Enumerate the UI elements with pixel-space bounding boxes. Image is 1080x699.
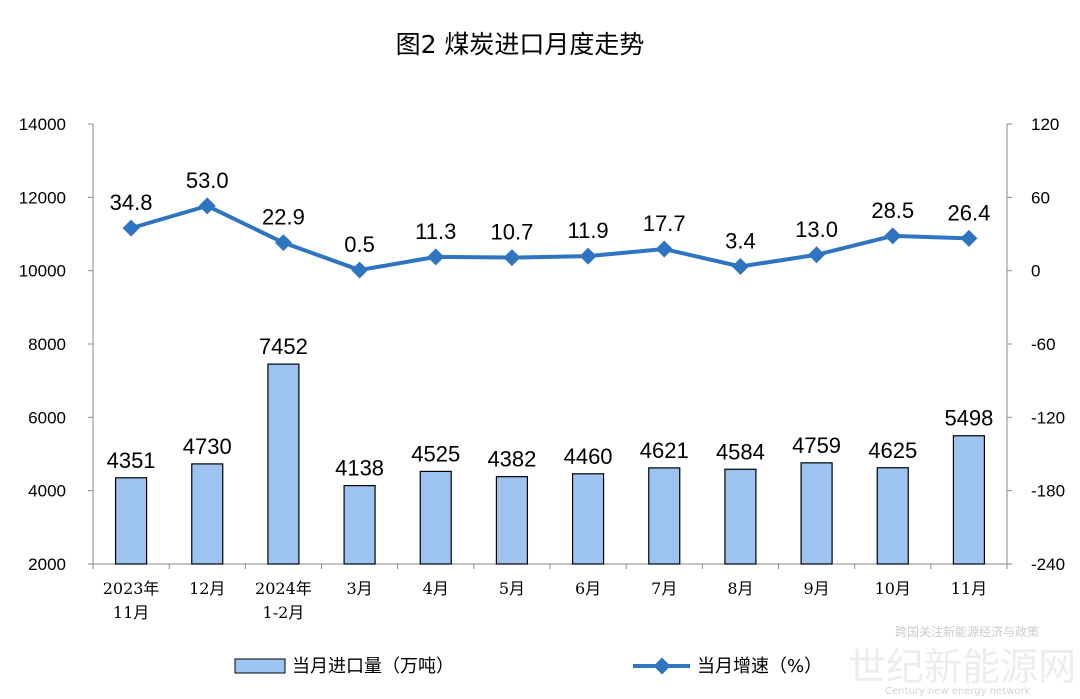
watermark-top-text: 跨国关注新能源经济与政策	[895, 624, 1039, 639]
x-tick-label: 6月	[575, 579, 601, 598]
bar-value-label: 5498	[944, 406, 993, 431]
line-value-label: 3.4	[725, 229, 756, 254]
line-marker	[808, 246, 826, 264]
left-tick-label: 4000	[28, 482, 66, 501]
right-tick-label: 0	[1031, 262, 1040, 281]
x-tick-label: 11月	[951, 579, 987, 598]
left-tick-label: 10000	[19, 262, 66, 281]
bar	[343, 485, 376, 565]
line-value-label: 28.5	[871, 198, 914, 223]
line-marker	[198, 197, 216, 215]
x-tick-label: 10月	[875, 579, 911, 598]
x-tick-label: 8月	[727, 579, 753, 598]
bar	[648, 467, 681, 565]
bar-value-label: 4382	[487, 447, 536, 472]
bar	[267, 363, 300, 565]
bar-series	[114, 363, 986, 565]
line-value-label: 17.7	[643, 211, 686, 236]
line-value-label: 22.9	[262, 205, 305, 230]
line-value-label: 11.3	[415, 219, 456, 244]
line-value-label: 13.0	[795, 217, 838, 242]
watermark: 跨国关注新能源经济与政策 世纪新能源网 Century new energy n…	[848, 624, 1076, 697]
legend-bar-swatch	[234, 658, 286, 674]
bar	[724, 468, 757, 565]
x-tick-label: 5月	[499, 579, 525, 598]
line-value-label: 34.8	[110, 190, 153, 215]
line-value-label: 11.9	[567, 218, 608, 243]
right-tick-label: -240	[1031, 555, 1065, 574]
bar	[571, 473, 605, 565]
bar	[876, 467, 909, 565]
x-tick-label: 7月	[651, 579, 677, 598]
growth-line	[130, 203, 969, 273]
bar-value-label: 4138	[335, 456, 384, 481]
bar-value-label: 4351	[107, 448, 156, 473]
line-marker	[274, 234, 292, 252]
bar-value-label: 4621	[640, 438, 689, 463]
legend-bar-label: 当月进口量（万吨）	[292, 656, 454, 677]
data-labels: 4351 4730 7452 4138 4525 4382 4460 4621 4584 4759…	[107, 168, 994, 481]
right-tick-label: 120	[1031, 115, 1059, 134]
line-value-label: 0.5	[344, 232, 375, 257]
bar	[419, 470, 452, 565]
x-tick-label: 3月	[346, 579, 372, 598]
x-tick-labels: 2023年 11月 12月 2024年 1-2月 3月 4月 5月 6月 7月 8月 9月 10月 11月	[103, 579, 987, 622]
chart-title: 图2 煤炭进口月度走势	[396, 30, 645, 59]
bar-value-label: 4730	[183, 434, 232, 459]
bar	[114, 477, 148, 565]
bar-value-label: 4759	[792, 433, 841, 458]
bar-value-label: 4460	[564, 444, 613, 469]
x-tick-label: 1-2月	[263, 603, 305, 622]
line-marker	[122, 219, 140, 237]
left-tick-label: 2000	[28, 555, 66, 574]
right-tick-label: 60	[1031, 188, 1050, 207]
x-tick-label: 2024年	[255, 579, 312, 598]
right-tick-label: -60	[1031, 335, 1056, 354]
line-marker	[655, 240, 673, 258]
right-tick-label: -120	[1031, 408, 1065, 427]
watermark-main-text: 世纪新能源网	[848, 645, 1076, 689]
x-tick-label: 9月	[803, 579, 829, 598]
legend-line-label: 当月增速（%）	[697, 656, 822, 677]
x-tick-label: 12月	[189, 579, 225, 598]
bar	[495, 476, 529, 565]
left-tick-label: 8000	[28, 335, 66, 354]
line-marker	[731, 258, 749, 275]
legend-line-marker	[653, 657, 671, 675]
left-tick-label: 12000	[19, 188, 66, 207]
bar	[191, 463, 224, 565]
x-tick-label: 11月	[113, 603, 149, 622]
line-marker	[579, 247, 597, 265]
bar	[952, 435, 986, 565]
line-marker	[503, 249, 521, 267]
left-tick-label: 14000	[19, 115, 66, 134]
line-marker	[427, 248, 445, 266]
bar-value-label: 4584	[716, 439, 765, 464]
line-value-label: 53.0	[186, 168, 229, 193]
right-tick-label: -180	[1031, 482, 1065, 501]
line-marker	[960, 229, 978, 247]
x-tick-label: 2023年	[103, 579, 160, 598]
bar	[800, 462, 833, 565]
line-marker	[884, 227, 902, 245]
legend: 当月进口量（万吨） 当月增速（%）	[234, 656, 822, 677]
line-value-label: 10.7	[491, 220, 534, 245]
x-tick-label: 4月	[423, 579, 449, 598]
bar-value-label: 7452	[259, 334, 308, 359]
line-marker	[351, 261, 369, 279]
line-value-label: 26.4	[948, 200, 991, 225]
line-series	[122, 197, 978, 279]
bar-value-label: 4625	[868, 438, 917, 463]
bar-value-label: 4525	[411, 441, 460, 466]
axes: 2000 4000 6000 8000 10000 12000 14000 -240 -180 -…	[19, 115, 1065, 574]
watermark-sub-text: Century new energy network	[885, 686, 1031, 697]
left-tick-label: 6000	[28, 408, 66, 427]
